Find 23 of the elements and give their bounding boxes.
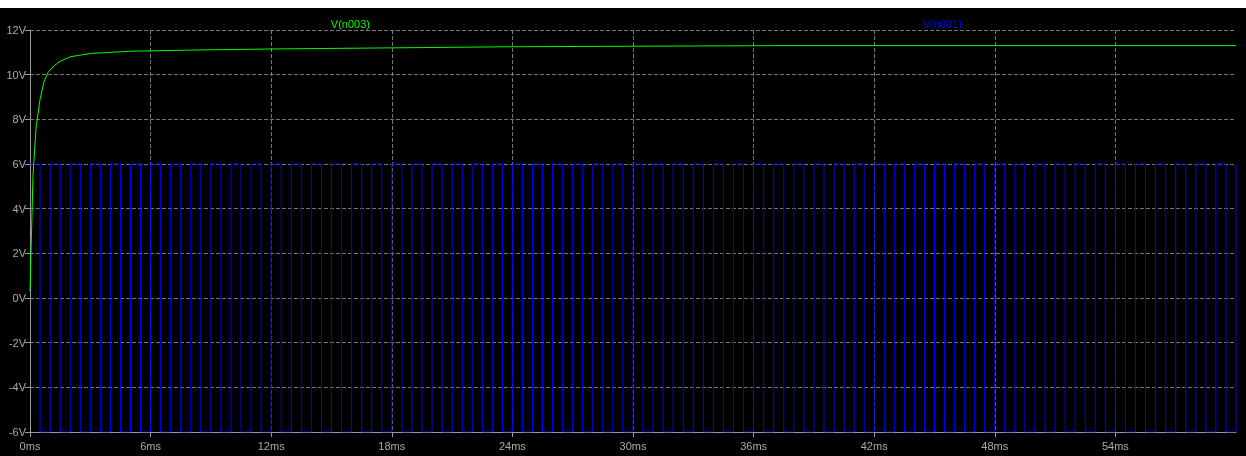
x-tick-label: 6ms (140, 439, 162, 452)
y-tick-label: 0V (12, 292, 27, 304)
y-tick-label: 8V (12, 113, 27, 126)
x-tick-label: 0ms (19, 439, 41, 452)
x-tick-label: 18ms (378, 439, 406, 452)
y-tick-label: 6V (12, 158, 27, 170)
y-tick-label: 12V (6, 24, 27, 36)
line-series (29, 45, 1237, 292)
y-tick-label: -4V (8, 381, 27, 394)
x-tick-label: 24ms (498, 439, 527, 452)
y-tick-label: 4V (12, 202, 27, 215)
y-tick-label: 10V (6, 68, 27, 81)
x-tick-label: 30ms (619, 439, 647, 452)
x-tick-label: 42ms (860, 439, 889, 452)
text: V(n001) (922, 18, 962, 30)
series-label: V(n003) (330, 18, 370, 30)
x-tick-label: 48ms (981, 439, 1009, 452)
y-tick-label: -2V (8, 336, 27, 349)
y-tick-label: 2V (12, 247, 27, 260)
y-tick-label: -6V (8, 426, 27, 438)
x-tick-label: 54ms (1101, 439, 1130, 452)
x-tick-label: 12ms (257, 439, 286, 452)
x-tick-label: 36ms (740, 439, 768, 452)
